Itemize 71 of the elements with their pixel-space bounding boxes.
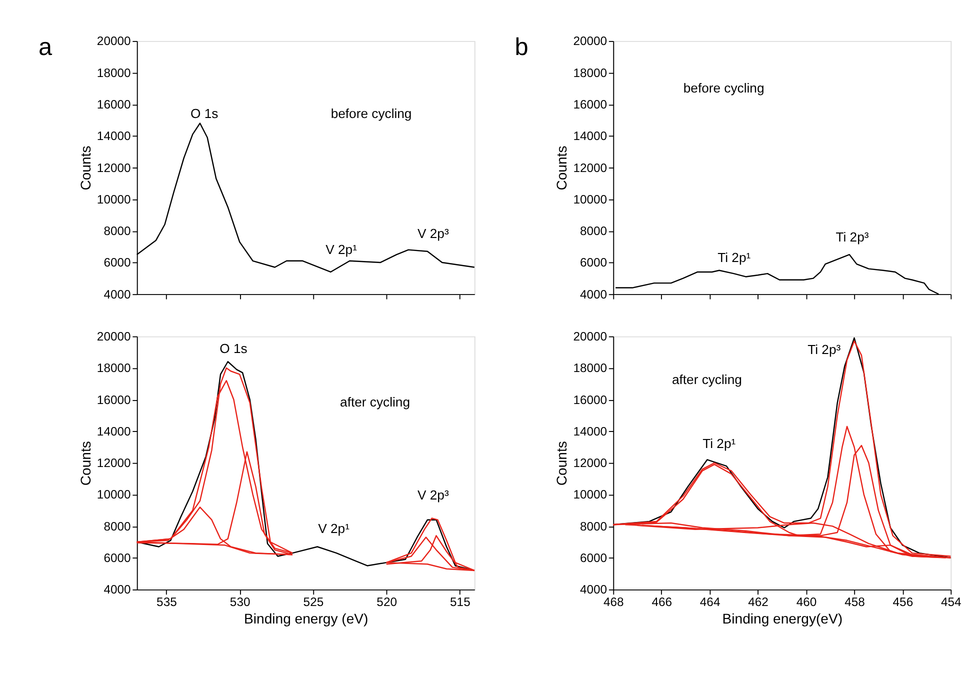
annotation: Ti 2p³ [808, 342, 842, 358]
y-axis-title: Counts [554, 146, 570, 190]
annotation: Ti 2p³ [836, 230, 870, 245]
y-tick-label: 6000 [104, 551, 132, 566]
x-tick-label: 458 [844, 594, 866, 609]
x-tick-label: 462 [748, 594, 769, 609]
y-tick-label: 4000 [580, 287, 608, 302]
annotation: after cycling [340, 394, 410, 410]
x-tick-label: 454 [941, 594, 962, 609]
annotation: V 2p³ [417, 487, 450, 502]
x-tick-label: 464 [700, 594, 720, 609]
x-tick-label: 535 [156, 594, 178, 609]
y-tick-label: 18000 [96, 361, 132, 376]
x-tick-label: 456 [892, 594, 914, 609]
y-tick-label: 14000 [96, 424, 132, 438]
y-tick-label: 6000 [580, 256, 608, 270]
annotation: Ti 2p¹ [702, 436, 736, 451]
y-tick-label: 4000 [104, 582, 132, 597]
y-tick-label: 20000 [96, 330, 132, 344]
y-tick-label: 6000 [104, 256, 132, 270]
y-tick-label: 18000 [573, 66, 608, 80]
x-tick-label: 515 [450, 594, 471, 609]
x-tick-label: 520 [376, 594, 398, 609]
y-tick-label: 12000 [573, 456, 608, 470]
y-tick-label: 18000 [96, 66, 132, 80]
y-tick-label: 8000 [580, 519, 608, 534]
x-tick-label: 466 [652, 594, 672, 609]
annotation: V 2p¹ [326, 242, 358, 257]
x-tick-label: 460 [796, 594, 817, 609]
annotation: O 1s [190, 106, 219, 121]
y-tick-label: 16000 [96, 392, 132, 407]
annotation: after cycling [672, 372, 742, 388]
y-tick-label: 8000 [104, 224, 132, 238]
y-tick-label: 10000 [96, 488, 132, 502]
annotation: before cycling [683, 80, 764, 96]
annotation: O 1s [220, 341, 248, 356]
y-tick-label: 16000 [573, 97, 608, 112]
y-axis-title: Counts [554, 441, 570, 486]
annotation: V 2p¹ [318, 521, 350, 536]
y-tick-label: 6000 [580, 551, 608, 566]
y-tick-label: 16000 [96, 97, 132, 112]
text: b [514, 34, 528, 62]
y-tick-label: 14000 [573, 129, 608, 144]
annotation: V 2p³ [417, 226, 450, 241]
y-tick-label: 10000 [573, 488, 608, 502]
annotation: Ti 2p¹ [718, 250, 752, 266]
annotation: before cycling [330, 106, 412, 121]
x-tick-label: 525 [303, 594, 324, 609]
x-tick-label: 468 [603, 594, 624, 609]
y-axis-title: Counts [77, 441, 94, 486]
y-tick-label: 20000 [573, 330, 608, 344]
y-axis-title: Counts [77, 146, 94, 190]
x-axis-title: Binding energy (eV) [244, 610, 368, 627]
y-tick-label: 14000 [96, 129, 132, 144]
text: a [38, 34, 52, 62]
x-tick-label: 530 [230, 594, 250, 609]
y-tick-label: 12000 [96, 456, 132, 470]
y-tick-label: 4000 [580, 582, 608, 597]
y-tick-label: 4000 [104, 287, 132, 302]
y-tick-label: 8000 [580, 224, 608, 238]
y-tick-label: 16000 [573, 392, 608, 407]
y-tick-label: 10000 [96, 192, 132, 206]
y-tick-label: 12000 [96, 160, 132, 175]
y-tick-label: 12000 [573, 160, 608, 175]
x-axis-title: Binding energy(eV) [722, 610, 843, 627]
y-tick-label: 18000 [573, 361, 608, 376]
y-tick-label: 20000 [573, 34, 608, 48]
y-tick-label: 10000 [573, 192, 608, 206]
y-tick-label: 14000 [573, 424, 608, 438]
y-tick-label: 20000 [96, 34, 132, 48]
y-tick-label: 8000 [104, 519, 132, 534]
